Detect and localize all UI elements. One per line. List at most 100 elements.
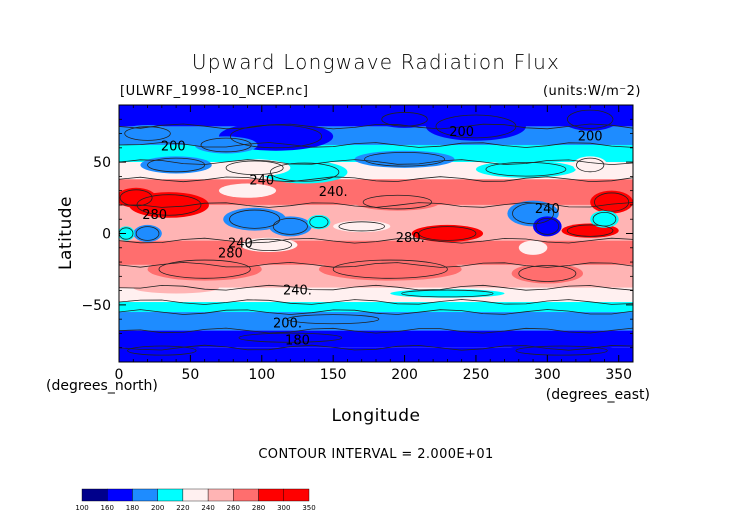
colorbar-tick-label: 280: [252, 504, 265, 512]
units-label: (units:W/m⁻2): [543, 84, 641, 99]
contour-line: [135, 226, 160, 241]
colorbar-tick-label: 160: [101, 504, 114, 512]
x-units-label: (degrees_east): [546, 387, 650, 403]
contour-label: 240.: [283, 284, 312, 299]
field-feature: [119, 187, 157, 208]
field-feature: [218, 183, 277, 198]
field-feature: [504, 344, 619, 357]
contour-line: [566, 224, 614, 237]
contour-label: 200.: [273, 316, 302, 331]
contour-label: 240.: [319, 185, 348, 200]
colorbar-tick-label: 260: [227, 504, 240, 512]
contour-line: [238, 332, 343, 343]
colorbar-swatch: [182, 488, 209, 502]
colorbar-tick-label: 350: [302, 504, 315, 512]
field-feature: [140, 156, 212, 174]
contour-line: [158, 259, 251, 279]
contour-interval: CONTOUR INTERVAL = 2.000E+01: [258, 447, 493, 462]
contour-line: [229, 209, 281, 229]
y-tick-label: 0: [102, 227, 111, 243]
colorbar-swatch: [107, 488, 133, 502]
colorbar-tick-label: 300: [277, 504, 290, 512]
contour-line: [594, 192, 630, 212]
contour-label: 280.: [396, 231, 425, 246]
field-feature: [119, 344, 205, 357]
field-feature: [276, 313, 391, 325]
field-feature: [354, 150, 455, 168]
contour-label: 240: [228, 236, 253, 251]
y-units-label: (degrees_north): [46, 378, 158, 394]
contour-line: [512, 202, 555, 225]
contour-line: [119, 123, 633, 130]
colorbar-tick-label: 200: [151, 504, 164, 512]
contour-line: [200, 137, 252, 153]
colorbar-swatch: [157, 488, 184, 502]
contour-line: [119, 176, 633, 183]
contour-line: [287, 314, 380, 325]
contour-line: [362, 194, 433, 210]
colorbar: 100 160 180 200 220 240 260 280 300 350: [75, 488, 316, 512]
colorbar-tick-label: 240: [201, 504, 214, 512]
contour-line: [401, 289, 494, 298]
source-file-label: [ULWRF_1998-10_NCEP.nc]: [120, 84, 309, 99]
x-axis-ticks: 0 50 100 150 200 250 300 350: [115, 105, 632, 383]
x-tick-label: 0: [115, 367, 124, 383]
x-tick-label: 300: [534, 367, 561, 383]
field-feature: [226, 332, 355, 344]
contour-line: [119, 309, 633, 315]
heatmap-field: [119, 105, 633, 362]
zonal-band: [119, 287, 633, 303]
contour-line: [127, 345, 197, 356]
field-feature: [147, 257, 262, 281]
contour-line: [418, 226, 477, 241]
contour-line: [136, 194, 202, 216]
contour-line: [592, 211, 617, 227]
field-feature: [333, 220, 391, 233]
x-tick-label: 250: [463, 367, 490, 383]
y-tick-label: 50: [93, 155, 111, 171]
field-feature: [119, 124, 177, 143]
contour-line: [229, 124, 323, 149]
field-feature: [133, 224, 162, 243]
field-feature: [133, 282, 219, 294]
contour-label: 180: [285, 334, 310, 349]
contour-line: [435, 114, 517, 139]
contour-line: [381, 112, 428, 127]
x-tick-label: 50: [181, 367, 199, 383]
zonal-band: [119, 302, 633, 313]
field-feature: [119, 226, 135, 241]
colorbar-tick-label: 100: [75, 504, 88, 512]
chart-title: Upward Longwave Radiation Flux: [192, 50, 560, 74]
contour-line: [119, 299, 633, 305]
field-feature: [561, 107, 619, 131]
field-feature: [307, 214, 331, 230]
field-feature: [218, 159, 291, 177]
colorbar-tick-label: 180: [126, 504, 139, 512]
colorbar-swatch: [132, 488, 158, 502]
field-feature: [590, 190, 633, 214]
contour-label: 200: [161, 139, 186, 154]
contour-line: [119, 344, 633, 351]
contour-label: 200: [578, 129, 603, 144]
contour-line: [124, 126, 171, 141]
colorbar-swatch: [258, 488, 284, 502]
contour-line: [515, 345, 608, 356]
contour-lines: [119, 109, 633, 356]
contour-line: [332, 259, 448, 279]
contour-line: [119, 142, 633, 148]
x-tick-label: 200: [391, 367, 418, 383]
field-feature: [390, 289, 505, 298]
field-feature: [354, 193, 441, 211]
field-feature: [573, 156, 608, 174]
field-feature: [240, 237, 298, 253]
contour-line: [576, 157, 605, 173]
contour-line: [364, 152, 445, 167]
field-feature: [518, 240, 548, 255]
field-feature: [533, 216, 562, 237]
contour-line: [225, 160, 284, 176]
y-axis-ticks: −50 0 50: [81, 118, 633, 349]
field-feature: [411, 224, 484, 243]
contour-line: [272, 217, 308, 235]
